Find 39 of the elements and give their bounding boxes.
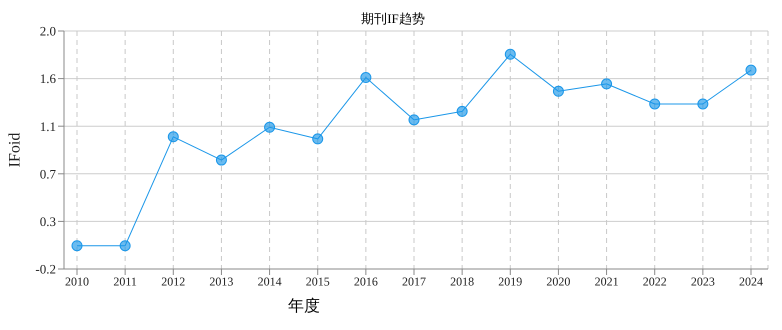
x-tick-label: 2010 [65,274,89,289]
chart-title: 期刊IF趋势 [361,11,425,26]
x-tick-label: 2021 [594,274,619,289]
y-tick-label: -0.2 [35,262,56,277]
point [72,240,82,252]
y-tick-label: 0.7 [40,166,56,182]
point [649,98,660,110]
y-tick-label: 0.3 [40,214,56,230]
x-tick-label: 2012 [161,274,186,289]
x-tick-label: 2018 [450,274,474,289]
point [216,154,227,166]
x-axis-title: 年度 [288,296,320,317]
x-tick-label: 2023 [690,274,715,289]
x-tick-label: 2019 [498,274,522,289]
y-tick-label: 1.1 [40,118,56,134]
x-tick-label: 2015 [306,274,330,289]
point [504,48,516,60]
point [746,64,756,76]
x-tick-label: 2016 [354,274,378,289]
y-tick-label: 2.0 [40,24,56,39]
x-tick-label: 2011 [113,274,137,289]
point [408,114,420,126]
point [697,98,708,110]
x-tick-label: 2017 [402,274,426,289]
y-tick-label: 1.6 [40,71,56,86]
point [360,72,372,84]
point [552,86,564,97]
point [264,122,276,133]
point [456,106,468,117]
x-tick-label: 2014 [258,274,282,289]
x-tick-label: 2020 [546,274,570,289]
y-axis-title: IFoid [6,132,24,168]
x-tick-label: 2013 [209,274,234,289]
point [120,240,131,252]
x-tick-label: 2024 [739,274,763,289]
point [312,133,324,144]
x-tick-label: 2022 [642,274,667,289]
point [601,78,612,90]
point [168,131,179,142]
